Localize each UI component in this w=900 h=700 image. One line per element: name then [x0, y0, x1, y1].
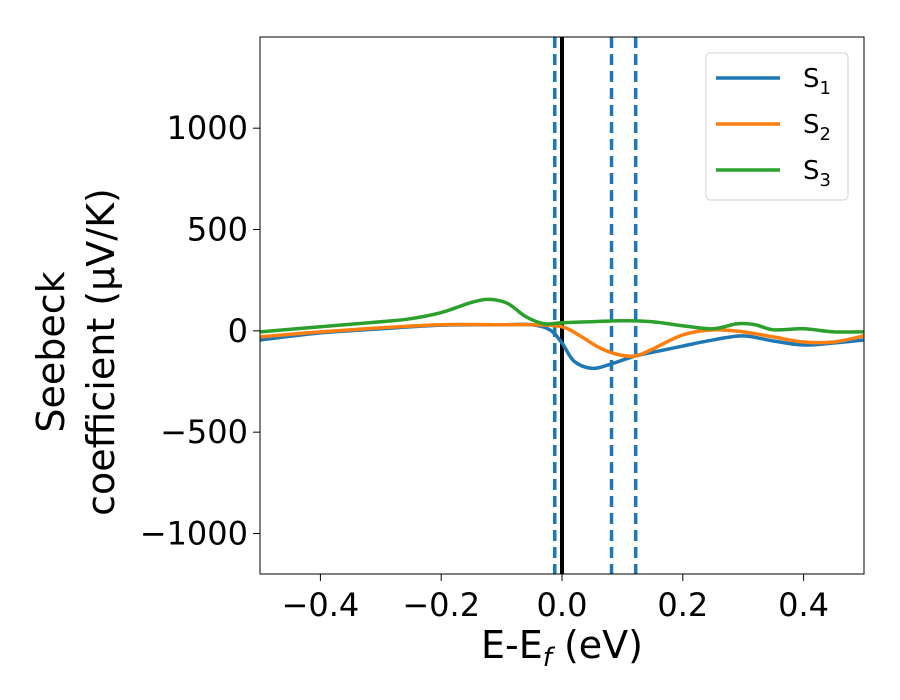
x-axis-ticks: −0.4 −0.2 0.0 0.2 0.4 [282, 574, 829, 624]
legend-box [705, 52, 849, 201]
series-lines [260, 297, 864, 371]
reference-lines [553, 37, 638, 574]
x-tick-label: −0.2 [402, 586, 480, 624]
y-tick-label: −1000 [140, 514, 248, 552]
x-axis-label: E-Ef (eV) [481, 623, 643, 673]
x-tick-label: 0.4 [778, 586, 829, 624]
y-tick-label: 500 [187, 211, 248, 249]
series-line-s3 [260, 297, 864, 334]
y-axis-ticks: −1000 −500 0 500 1000 [140, 109, 260, 552]
x-tick-label: 0.2 [657, 586, 708, 624]
x-tick-label: −0.4 [282, 586, 360, 624]
y-axis-label: Seebeck coefficient (μV/K) [29, 188, 123, 516]
legend-label-s3: S3 [803, 156, 831, 191]
y-tick-label: 0 [228, 312, 248, 350]
x-tick-label: 0.0 [537, 586, 588, 624]
legend: S1 S2 S3 [705, 52, 849, 201]
y-tick-label: 1000 [167, 109, 248, 147]
y-axis-label-line1: Seebeck [29, 271, 73, 432]
legend-label-s1: S1 [803, 64, 831, 99]
series-line-s2 [260, 322, 864, 359]
legend-label-s2: S2 [803, 110, 831, 145]
y-axis-label-line2: coefficient (μV/K) [79, 188, 123, 516]
y-tick-label: −500 [160, 413, 248, 451]
